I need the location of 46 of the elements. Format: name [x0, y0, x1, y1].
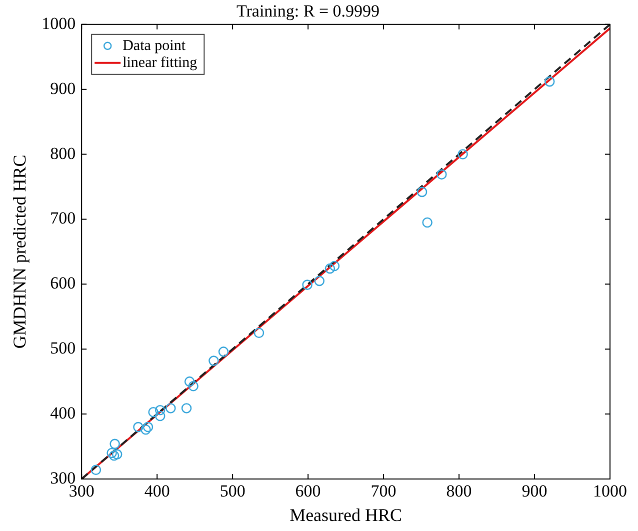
y-tick-label: 700 [50, 208, 76, 228]
point [148, 406, 158, 418]
y-tick-label: 600 [50, 274, 76, 293]
point [458, 149, 468, 160]
point [184, 376, 195, 387]
point [112, 449, 122, 460]
x-tick-label: 600 [295, 482, 321, 501]
y-axis-title: GMDHNN predicted HRC [10, 154, 30, 349]
chart-title: Training: R = 0.9999 [236, 2, 380, 21]
point [90, 464, 102, 476]
point [181, 403, 192, 414]
point [302, 280, 312, 290]
point [154, 410, 166, 422]
x-tick-label: 1000 [593, 482, 627, 501]
point [140, 424, 151, 435]
point [422, 217, 432, 228]
point [166, 403, 176, 414]
y-tick-label: 900 [50, 78, 76, 98]
x-tick-label: 400 [144, 482, 170, 501]
point [208, 356, 219, 366]
x-axis-title: Measured HRC [290, 504, 402, 525]
point [544, 76, 555, 87]
x-tick-label: 500 [220, 482, 246, 501]
x-tick-label: 900 [522, 482, 548, 501]
point [254, 328, 264, 338]
legend-label: linear fitting [122, 54, 198, 71]
x-tick-label: 800 [446, 482, 472, 501]
point [188, 380, 198, 392]
point [154, 405, 166, 416]
y-tick-label: 400 [50, 404, 76, 423]
point [142, 422, 154, 432]
point [324, 263, 336, 274]
point [106, 448, 117, 458]
point [436, 169, 447, 180]
point [416, 186, 428, 198]
point [110, 438, 120, 450]
y-tick-label: 500 [50, 338, 76, 358]
point [314, 276, 325, 286]
point [218, 346, 229, 357]
point [133, 422, 144, 432]
x-tick-label: 700 [370, 482, 396, 501]
point [329, 260, 340, 272]
point [108, 450, 120, 461]
y-tick-label: 1000 [42, 14, 76, 33]
legend-label: Data point [122, 38, 186, 54]
y-tick-label: 800 [50, 144, 76, 163]
